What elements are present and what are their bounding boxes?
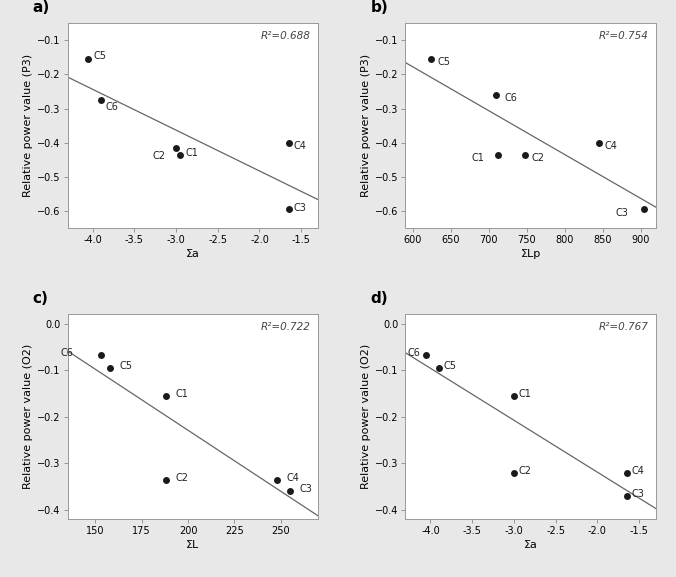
Text: R²=0.754: R²=0.754 [598,31,648,42]
Text: C3: C3 [299,485,312,494]
Text: C4: C4 [293,141,306,151]
Point [95,351,106,360]
Text: d): d) [370,291,388,306]
Point [639,205,650,214]
Text: C2: C2 [153,151,166,162]
Y-axis label: Relative power value (P3): Relative power value (P3) [23,54,33,197]
Text: C1: C1 [471,153,484,163]
Text: a): a) [32,0,50,15]
Text: C2: C2 [175,473,188,483]
Text: C6: C6 [106,102,119,112]
Point [160,475,171,484]
Point [621,492,632,501]
Text: R²=0.722: R²=0.722 [260,323,310,332]
Point [433,364,444,373]
Point [170,143,181,152]
Text: C2: C2 [531,153,544,163]
Text: C1: C1 [185,148,198,158]
Text: C4: C4 [605,141,618,151]
Text: R²=0.688: R²=0.688 [260,31,310,42]
Point [493,150,504,159]
Point [105,364,116,373]
Point [621,468,632,477]
Text: C1: C1 [175,389,188,399]
Text: C1: C1 [519,389,532,399]
Text: b): b) [370,0,388,15]
Point [508,391,519,400]
Point [285,487,295,496]
Y-axis label: Relative power value (P3): Relative power value (P3) [361,54,371,197]
Text: C3: C3 [631,489,644,499]
Text: C6: C6 [504,93,517,103]
Text: C3: C3 [293,203,306,213]
Point [175,150,186,159]
Point [426,54,437,63]
X-axis label: Σa: Σa [524,541,537,550]
Text: C3: C3 [616,208,629,218]
Point [272,475,283,484]
X-axis label: ΣL: ΣL [186,541,199,550]
X-axis label: ΣLp: ΣLp [521,249,541,259]
Y-axis label: Relative power value (O2): Relative power value (O2) [361,344,371,489]
Point [594,138,604,147]
Text: C4: C4 [631,466,644,476]
Point [491,90,502,99]
Text: C6: C6 [408,349,421,358]
Y-axis label: Relative power value (O2): Relative power value (O2) [23,344,33,489]
Point [83,54,94,63]
Text: C5: C5 [437,57,450,68]
Point [421,351,432,360]
Text: C2: C2 [519,466,532,476]
Point [508,468,519,477]
Point [520,150,531,159]
Text: C5: C5 [444,361,457,371]
Text: C5: C5 [93,51,106,61]
Text: C5: C5 [120,361,132,371]
Point [283,138,294,147]
Text: R²=0.767: R²=0.767 [598,323,648,332]
X-axis label: Σa: Σa [186,249,199,259]
Point [160,391,171,400]
Point [283,205,294,214]
Text: c): c) [32,291,49,306]
Point [95,95,106,104]
Text: C6: C6 [60,349,73,358]
Text: C4: C4 [287,473,299,483]
